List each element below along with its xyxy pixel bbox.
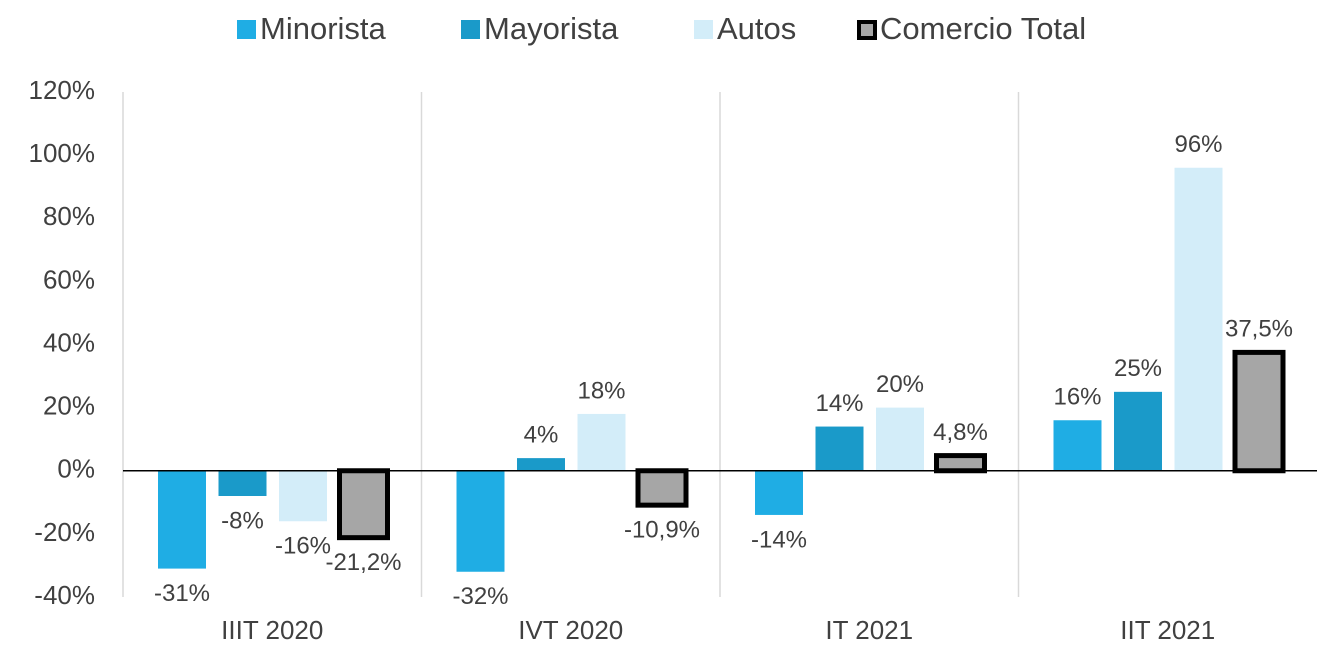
bar: [1232, 349, 1286, 474]
data-label: 37,5%: [1225, 316, 1293, 343]
y-tick-label: 60%: [43, 264, 95, 294]
y-tick-label: -40%: [34, 580, 95, 610]
y-tick-label: -20%: [34, 517, 95, 547]
x-tick-label: IIT 2021: [1120, 615, 1215, 645]
data-label: 25%: [1114, 355, 1162, 382]
bar: [517, 458, 565, 471]
legend-label: Autos: [717, 11, 796, 46]
bar: [456, 470, 505, 572]
data-label: -10,9%: [624, 516, 700, 543]
legend-swatch: [694, 20, 713, 39]
bar: [815, 426, 864, 471]
bar: [876, 407, 924, 471]
data-label: 16%: [1053, 384, 1101, 411]
legend-label: Minorista: [260, 11, 387, 46]
x-tick-label: IIIT 2020: [221, 615, 323, 645]
legend-label: Mayorista: [484, 11, 619, 46]
data-label: 14%: [815, 390, 863, 417]
data-label: -21,2%: [325, 549, 401, 576]
y-tick-label: 20%: [43, 391, 95, 421]
legend-swatch: [461, 20, 480, 39]
bar: [279, 470, 327, 522]
data-label: 4%: [524, 421, 559, 448]
data-label: 96%: [1174, 131, 1222, 158]
bar: [337, 468, 390, 541]
data-label: -32%: [452, 583, 508, 610]
bar: [755, 470, 803, 515]
x-tick-label: IT 2021: [825, 615, 913, 645]
y-tick-label: 40%: [43, 327, 95, 357]
bar: [158, 470, 206, 569]
data-label: 20%: [876, 371, 924, 398]
bar: [1174, 167, 1223, 471]
data-label: -16%: [275, 533, 331, 560]
bar: [635, 468, 689, 508]
x-tick-label: IVT 2020: [518, 615, 623, 645]
y-tick-label: 100%: [29, 138, 96, 168]
legend-swatch: [857, 20, 877, 40]
legend-label: Comercio Total: [880, 11, 1086, 46]
data-label: 18%: [577, 377, 625, 404]
y-tick-label: 120%: [29, 75, 96, 105]
y-tick-label: 0%: [57, 454, 95, 484]
bar: [1053, 420, 1102, 471]
legend-swatch: [237, 20, 256, 39]
bar: [218, 470, 267, 496]
bar: [1114, 391, 1162, 471]
y-tick-label: 80%: [43, 201, 95, 231]
bar: [577, 413, 626, 471]
data-label: -8%: [221, 507, 264, 534]
bar: [934, 453, 987, 474]
data-label: 4,8%: [933, 419, 988, 446]
data-label: -31%: [154, 580, 210, 607]
data-label: -14%: [751, 526, 807, 553]
